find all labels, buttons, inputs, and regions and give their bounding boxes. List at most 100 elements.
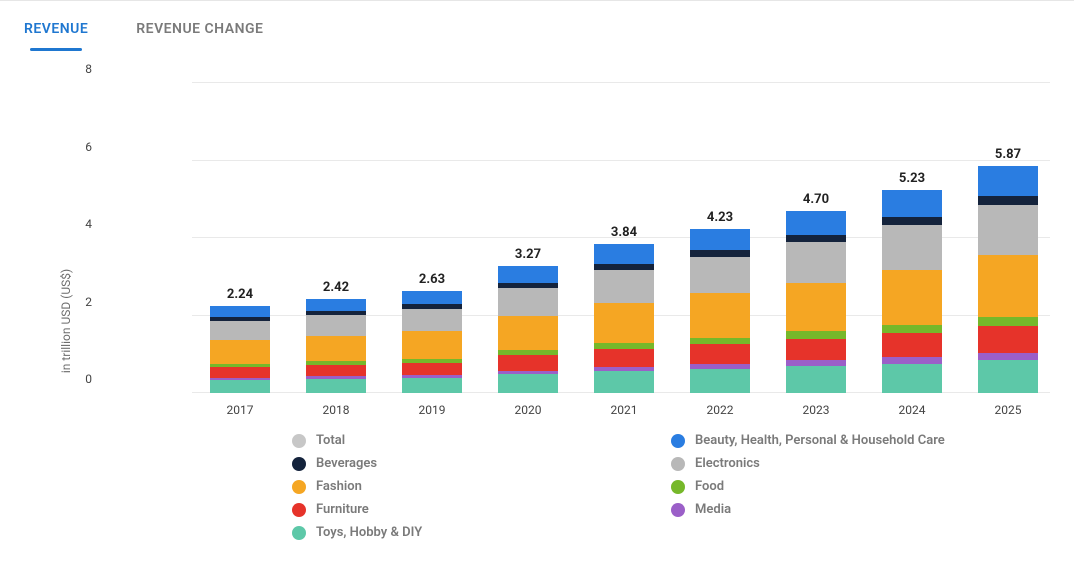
- bar-segment-toys_hobby_diy[interactable]: [498, 374, 558, 393]
- bar-total-label: 3.27: [515, 247, 541, 262]
- bar-segment-electronics[interactable]: [498, 288, 558, 316]
- bar-segment-furniture[interactable]: [882, 333, 942, 357]
- bar-column: 5.87: [960, 83, 1056, 393]
- bar-column: 4.23: [672, 83, 768, 393]
- bar-segment-furniture[interactable]: [786, 339, 846, 361]
- bar-stack[interactable]: [210, 306, 270, 393]
- bar-stack[interactable]: [690, 229, 750, 393]
- bar-segment-beauty_health[interactable]: [402, 291, 462, 304]
- legend-item-fashion[interactable]: Fashion: [292, 479, 647, 494]
- bar-segment-fashion[interactable]: [306, 336, 366, 361]
- bar-segment-electronics[interactable]: [594, 270, 654, 303]
- bar-total-label: 2.24: [227, 287, 253, 302]
- chart: in trillion USD (US$) 024682.242.422.633…: [0, 53, 1074, 540]
- bar-segment-fashion[interactable]: [786, 283, 846, 332]
- legend-label: Media: [695, 502, 731, 517]
- bar-column: 2.24: [192, 83, 288, 393]
- bar-segment-furniture[interactable]: [690, 344, 750, 364]
- legend-item-electronics[interactable]: Electronics: [671, 456, 1026, 471]
- legend-item-toys_hobby_diy[interactable]: Toys, Hobby & DIY: [292, 525, 647, 540]
- legend-item-furniture[interactable]: Furniture: [292, 502, 647, 517]
- x-tick: 2021: [576, 403, 672, 417]
- bar-column: 3.84: [576, 83, 672, 393]
- bar-segment-fashion[interactable]: [498, 316, 558, 350]
- bar-segment-fashion[interactable]: [882, 270, 942, 325]
- bar-column: 2.42: [288, 83, 384, 393]
- bar-segment-beauty_health[interactable]: [306, 299, 366, 311]
- x-tick: 2020: [480, 403, 576, 417]
- bar-stack[interactable]: [498, 266, 558, 393]
- bar-segment-furniture[interactable]: [306, 365, 366, 376]
- bar-segment-beauty_health[interactable]: [786, 211, 846, 235]
- bar-column: 4.70: [768, 83, 864, 393]
- bar-segment-fashion[interactable]: [978, 255, 1038, 316]
- bar-segment-furniture[interactable]: [210, 367, 270, 377]
- legend-label: Beauty, Health, Personal & Household Car…: [695, 433, 945, 448]
- bar-segment-toys_hobby_diy[interactable]: [690, 369, 750, 393]
- bar-segment-furniture[interactable]: [594, 349, 654, 367]
- bar-segment-beauty_health[interactable]: [978, 166, 1038, 196]
- legend-item-media[interactable]: Media: [671, 502, 1026, 517]
- legend-swatch: [292, 434, 306, 448]
- x-tick: 2018: [288, 403, 384, 417]
- bar-segment-electronics[interactable]: [402, 309, 462, 332]
- bar-segment-beverages[interactable]: [786, 235, 846, 242]
- bar-segment-toys_hobby_diy[interactable]: [594, 371, 654, 393]
- bar-segment-furniture[interactable]: [498, 355, 558, 370]
- legend-item-food[interactable]: Food: [671, 479, 1026, 494]
- bar-segment-beverages[interactable]: [690, 250, 750, 257]
- bar-segment-beauty_health[interactable]: [882, 190, 942, 216]
- bar-segment-fashion[interactable]: [594, 303, 654, 343]
- bar-segment-fashion[interactable]: [690, 293, 750, 337]
- bar-segment-electronics[interactable]: [786, 242, 846, 283]
- bar-segment-fashion[interactable]: [210, 340, 270, 363]
- bar-segment-food[interactable]: [978, 317, 1038, 326]
- legend-swatch: [671, 434, 685, 448]
- bar-stack[interactable]: [978, 166, 1038, 393]
- bar-segment-toys_hobby_diy[interactable]: [786, 366, 846, 393]
- bar-segment-beauty_health[interactable]: [498, 266, 558, 283]
- bar-segment-beauty_health[interactable]: [594, 244, 654, 264]
- bar-stack[interactable]: [882, 190, 942, 393]
- bar-segment-furniture[interactable]: [978, 326, 1038, 353]
- bar-segment-electronics[interactable]: [306, 315, 366, 336]
- x-tick: 2023: [768, 403, 864, 417]
- bar-segment-food[interactable]: [690, 338, 750, 345]
- bar-segment-electronics[interactable]: [978, 205, 1038, 256]
- bar-segment-beverages[interactable]: [978, 196, 1038, 205]
- bar-segment-toys_hobby_diy[interactable]: [210, 380, 270, 393]
- legend-swatch: [292, 480, 306, 494]
- bar-stack[interactable]: [306, 299, 366, 393]
- legend-item-total[interactable]: Total: [292, 433, 647, 448]
- chart-legend: Total Beauty, Health, Personal & Househol…: [72, 433, 1050, 540]
- bar-segment-fashion[interactable]: [402, 331, 462, 359]
- legend-label: Fashion: [316, 479, 362, 494]
- bar-segment-food[interactable]: [786, 331, 846, 338]
- tab-revenue-change[interactable]: REVENUE CHANGE: [136, 21, 263, 53]
- bar-stack[interactable]: [594, 244, 654, 393]
- bar-segment-beverages[interactable]: [882, 217, 942, 225]
- x-tick: 2017: [192, 403, 288, 417]
- bar-segment-toys_hobby_diy[interactable]: [978, 360, 1038, 393]
- bar-segment-furniture[interactable]: [402, 363, 462, 375]
- bar-segment-electronics[interactable]: [690, 257, 750, 294]
- bar-segment-toys_hobby_diy[interactable]: [402, 378, 462, 393]
- bar-segment-electronics[interactable]: [210, 321, 270, 340]
- bar-stack[interactable]: [786, 211, 846, 393]
- legend-swatch: [671, 457, 685, 471]
- bar-segment-beauty_health[interactable]: [690, 229, 750, 250]
- tab-revenue[interactable]: REVENUE: [24, 21, 88, 53]
- bar-segment-food[interactable]: [882, 325, 942, 333]
- bar-total-label: 5.87: [995, 147, 1021, 162]
- legend-item-beauty_health[interactable]: Beauty, Health, Personal & Household Car…: [671, 433, 1026, 448]
- bar-segment-toys_hobby_diy[interactable]: [306, 379, 366, 393]
- legend-label: Toys, Hobby & DIY: [316, 525, 422, 540]
- bar-segment-media[interactable]: [978, 353, 1038, 360]
- bar-segment-toys_hobby_diy[interactable]: [882, 364, 942, 393]
- legend-item-beverages[interactable]: Beverages: [292, 456, 647, 471]
- bar-stack[interactable]: [402, 291, 462, 393]
- legend-swatch: [292, 526, 306, 540]
- bar-segment-beauty_health[interactable]: [210, 306, 270, 317]
- bar-segment-electronics[interactable]: [882, 225, 942, 270]
- bar-column: 5.23: [864, 83, 960, 393]
